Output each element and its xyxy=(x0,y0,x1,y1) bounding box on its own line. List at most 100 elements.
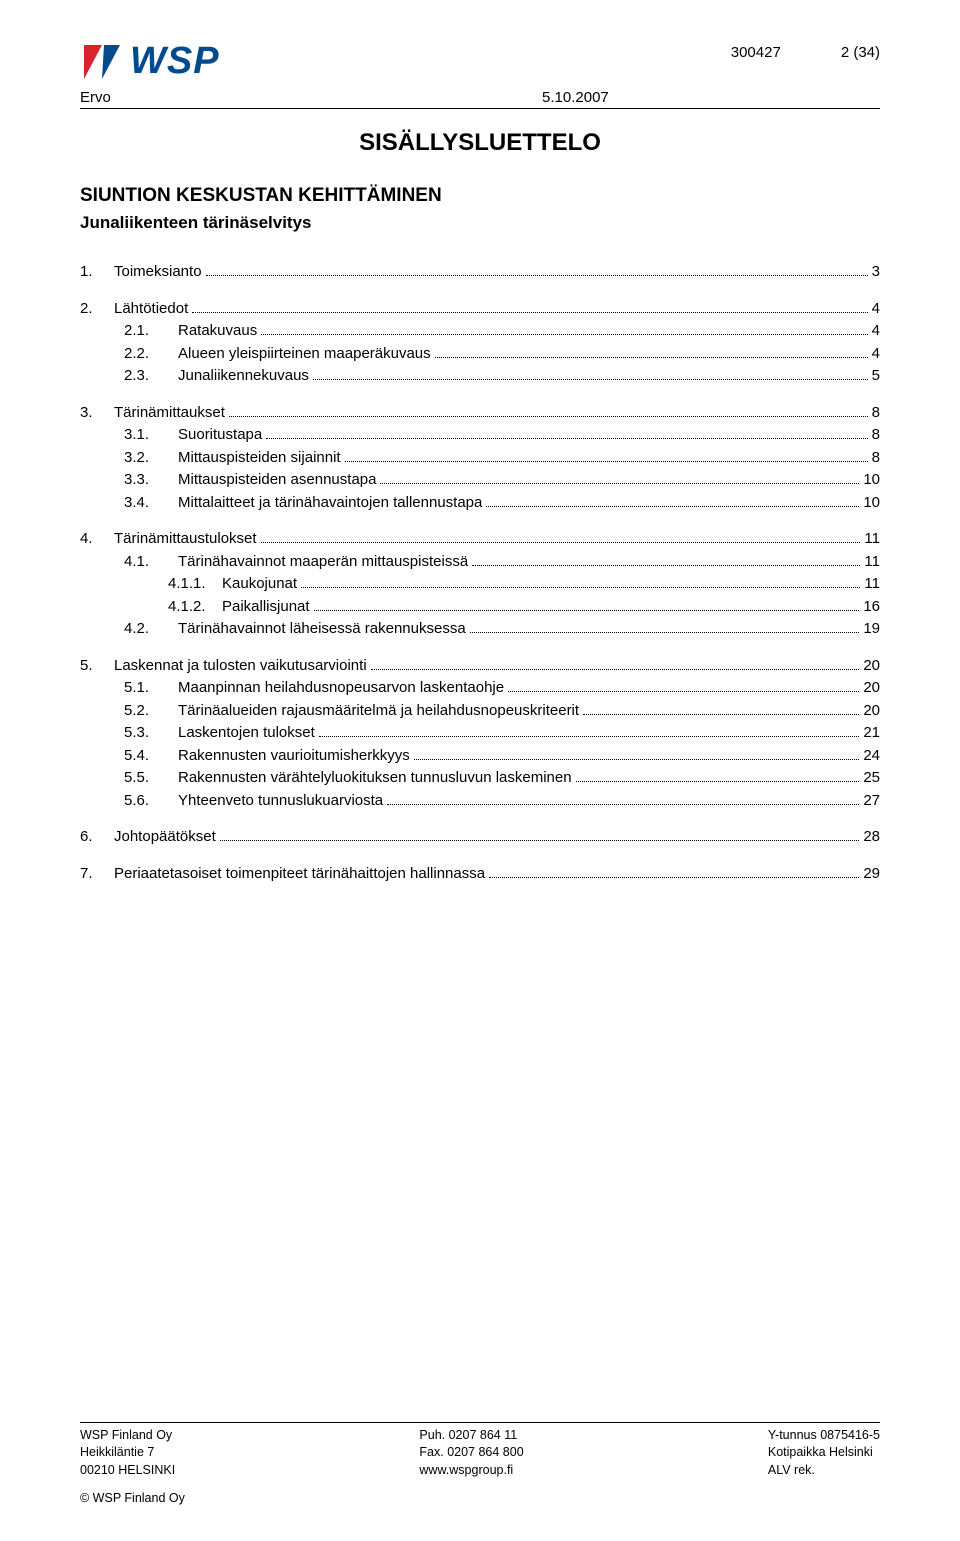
toc-page: 3 xyxy=(872,261,880,284)
toc-title: Maanpinnan heilahdusnopeusarvon laskenta… xyxy=(178,677,504,700)
toc-page: 4 xyxy=(872,320,880,343)
footer-line-text: Heikkiläntie 7 xyxy=(80,1444,175,1462)
toc-number: 5.5. xyxy=(124,767,178,790)
toc-dots xyxy=(380,483,859,484)
toc-row: 5.1.Maanpinnan heilahdusnopeusarvon lask… xyxy=(80,677,880,700)
footer-col-1: WSP Finland OyHeikkiläntie 700210 HELSIN… xyxy=(80,1427,175,1480)
toc-dots xyxy=(583,714,859,715)
footer: WSP Finland OyHeikkiläntie 700210 HELSIN… xyxy=(80,1422,880,1506)
toc-page: 29 xyxy=(863,863,880,886)
toc-page: 21 xyxy=(863,722,880,745)
toc-row: 5.4.Rakennusten vaurioitumisherkkyys24 xyxy=(80,745,880,768)
toc-number: 3. xyxy=(80,402,114,425)
page: WSP 300427 2 (34) Ervo 5.10.2007 SISÄLLY… xyxy=(0,0,960,1541)
toc-dots xyxy=(489,877,859,878)
toc-number: 3.3. xyxy=(124,469,178,492)
toc-page: 4 xyxy=(872,298,880,321)
toc-dots xyxy=(508,691,859,692)
toc-row: 2.3.Junaliikennekuvaus 5 xyxy=(80,365,880,388)
toc-title: Laskennat ja tulosten vaikutusarviointi xyxy=(114,655,367,678)
toc-page: 5 xyxy=(872,365,880,388)
toc-number: 6. xyxy=(80,826,114,849)
toc-number: 4.1.2. xyxy=(168,596,222,619)
toc-number: 5.2. xyxy=(124,700,178,723)
toc-dots xyxy=(266,438,867,439)
toc-number: 2. xyxy=(80,298,114,321)
toc-page: 8 xyxy=(872,447,880,470)
toc-row: 3.4.Mittalaitteet ja tärinähavaintojen t… xyxy=(80,492,880,515)
toc-title: Tärinämittaustulokset xyxy=(114,528,257,551)
header-right: 300427 2 (34) xyxy=(731,40,880,61)
toc-row: 4.1.1.Kaukojunat11 xyxy=(80,573,880,596)
toc-row: 4.1.Tärinähavainnot maaperän mittauspist… xyxy=(80,551,880,574)
footer-line-text: www.wspgroup.fi xyxy=(419,1462,523,1480)
toc-title: Johtopäätökset xyxy=(114,826,216,849)
footer-divider xyxy=(80,1422,880,1423)
footer-line-text: Fax. 0207 864 800 xyxy=(419,1444,523,1462)
toc-page: 27 xyxy=(863,790,880,813)
toc-dots xyxy=(261,542,861,543)
toc-row: 3.2.Mittauspisteiden sijainnit8 xyxy=(80,447,880,470)
toc-row: 5.Laskennat ja tulosten vaikutusarvioint… xyxy=(80,655,880,678)
toc-dots xyxy=(313,379,868,380)
footer-col-3: Y-tunnus 0875416-5Kotipaikka HelsinkiALV… xyxy=(768,1427,880,1480)
toc-number: 2.2. xyxy=(124,343,178,366)
page-indicator: 2 (34) xyxy=(841,44,880,61)
logo-text: WSP xyxy=(130,40,220,83)
toc-title: Kaukojunat xyxy=(222,573,297,596)
toc-row: 3.Tärinämittaukset8 xyxy=(80,402,880,425)
toc-title: Tärinähavainnot maaperän mittauspisteiss… xyxy=(178,551,468,574)
toc-dots xyxy=(314,610,860,611)
toc-row: 4.1.2.Paikallisjunat16 xyxy=(80,596,880,619)
toc-title: Rakennusten vaurioitumisherkkyys xyxy=(178,745,410,768)
toc-dots xyxy=(192,312,867,313)
toc-title: Periaatetasoiset toimenpiteet tärinähait… xyxy=(114,863,485,886)
toc-row: 4.Tärinämittaustulokset 11 xyxy=(80,528,880,551)
toc-title: Tärinähavainnot läheisessä rakennuksessa xyxy=(178,618,466,641)
toc-dots xyxy=(472,565,860,566)
sub-title-2: Junaliikenteen tärinäselvitys xyxy=(80,213,880,233)
toc-number: 2.3. xyxy=(124,365,178,388)
toc-page: 8 xyxy=(872,402,880,425)
toc-row: 6.Johtopäätökset28 xyxy=(80,826,880,849)
toc-title: Mittauspisteiden asennustapa xyxy=(178,469,376,492)
footer-line-text: Y-tunnus 0875416-5 xyxy=(768,1427,880,1445)
toc-title: Laskentojen tulokset xyxy=(178,722,315,745)
toc-title: Suoritustapa xyxy=(178,424,262,447)
toc-number: 5.6. xyxy=(124,790,178,813)
toc-number: 1. xyxy=(80,261,114,284)
toc-row: 2.2.Alueen yleispiirteinen maaperäkuvaus… xyxy=(80,343,880,366)
toc-dots xyxy=(261,334,867,335)
toc-number: 4. xyxy=(80,528,114,551)
footer-col-2: Puh. 0207 864 11Fax. 0207 864 800www.wsp… xyxy=(419,1427,523,1480)
toc-row: 3.3.Mittauspisteiden asennustapa10 xyxy=(80,469,880,492)
toc-number: 7. xyxy=(80,863,114,886)
toc-page: 4 xyxy=(872,343,880,366)
toc-number: 4.1. xyxy=(124,551,178,574)
footer-line-text: ALV rek. xyxy=(768,1462,880,1480)
toc-page: 10 xyxy=(863,492,880,515)
main-title: SISÄLLYSLUETTELO xyxy=(80,129,880,157)
toc-dots xyxy=(319,736,860,737)
toc-dots xyxy=(486,506,859,507)
toc-number: 5.3. xyxy=(124,722,178,745)
toc-number: 4.2. xyxy=(124,618,178,641)
toc-title: Lähtötiedot xyxy=(114,298,188,321)
toc-dots xyxy=(414,759,860,760)
toc-page: 20 xyxy=(863,655,880,678)
toc-dots xyxy=(576,781,860,782)
toc-page: 16 xyxy=(863,596,880,619)
toc-dots xyxy=(371,669,860,670)
toc-page: 11 xyxy=(864,528,880,551)
toc-title: Junaliikennekuvaus xyxy=(178,365,309,388)
toc-row: 3.1.Suoritustapa8 xyxy=(80,424,880,447)
toc-dots xyxy=(345,461,868,462)
toc-number: 3.2. xyxy=(124,447,178,470)
toc-page: 24 xyxy=(863,745,880,768)
toc-title: Ratakuvaus xyxy=(178,320,257,343)
toc-page: 11 xyxy=(864,551,880,574)
header-row: WSP 300427 2 (34) xyxy=(80,40,880,83)
toc-row: 7.Periaatetasoiset toimenpiteet tärinäha… xyxy=(80,863,880,886)
toc-dots xyxy=(206,275,868,276)
toc-number: 5. xyxy=(80,655,114,678)
